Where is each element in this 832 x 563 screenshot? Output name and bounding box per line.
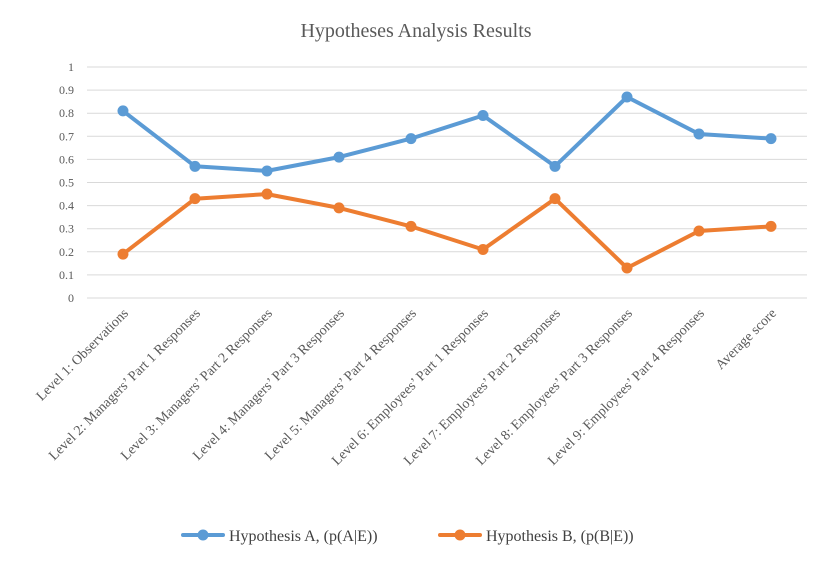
- x-tick-label: Level 6: Employees’ Part 1 Responses: [329, 306, 491, 468]
- data-point-hypothesis-a: [117, 105, 129, 117]
- y-tick-label: 0.5: [59, 176, 74, 190]
- series-group: [117, 91, 777, 274]
- data-point-hypothesis-a: [621, 91, 633, 103]
- data-point-hypothesis-a: [333, 151, 345, 163]
- data-point-hypothesis-a: [189, 160, 201, 172]
- legend-label-hypothesis-a: Hypothesis A, (p(A|E)): [229, 528, 378, 545]
- x-tick-label: Level 2: Managers’ Part 1 Responses: [46, 306, 204, 464]
- data-point-hypothesis-b: [621, 262, 633, 274]
- data-point-hypothesis-b: [405, 220, 417, 232]
- y-tick-label: 0.6: [59, 152, 74, 166]
- y-tick-label: 0.7: [59, 129, 74, 143]
- legend: Hypothesis A, (p(A|E)) Hypothesis B, (p(B…: [181, 528, 634, 545]
- y-tick-label: 0.4: [59, 199, 74, 213]
- data-point-hypothesis-a: [477, 110, 489, 122]
- data-point-hypothesis-a: [765, 133, 777, 145]
- series-line-hypothesis-b: [121, 192, 773, 270]
- data-point-hypothesis-b: [693, 225, 705, 237]
- data-point-hypothesis-a: [549, 160, 561, 172]
- x-tick-label: Level 5: Managers’ Part 4 Responses: [262, 306, 420, 464]
- data-point-hypothesis-b: [261, 188, 273, 200]
- x-tick-label: Average score: [713, 306, 780, 373]
- data-point-hypothesis-a: [693, 128, 705, 140]
- y-tick-label: 1: [68, 60, 74, 74]
- legend-marker-hypothesis-a: [197, 529, 209, 541]
- data-point-hypothesis-b: [189, 193, 201, 205]
- data-point-hypothesis-b: [333, 202, 345, 214]
- y-tick-label: 0.3: [59, 222, 74, 236]
- y-tick-label: 0: [68, 291, 74, 305]
- y-tick-label: 0.9: [59, 83, 74, 97]
- data-point-hypothesis-b: [765, 220, 777, 232]
- data-point-hypothesis-b: [117, 248, 129, 260]
- x-tick-label: Level 8: Employees’ Part 3 Responses: [473, 306, 635, 468]
- data-point-hypothesis-b: [549, 193, 561, 205]
- data-point-hypothesis-a: [261, 165, 273, 177]
- y-tick-label: 0.1: [59, 268, 74, 282]
- y-tick-label: 0.2: [59, 245, 74, 259]
- x-tick-label: Level 3: Managers’ Part 2 Responses: [118, 306, 276, 464]
- y-tick-label: 0.8: [59, 106, 74, 120]
- legend-label-hypothesis-b: Hypothesis B, (p(B|E)): [486, 528, 634, 545]
- data-point-hypothesis-b: [477, 243, 489, 255]
- chart-title: Hypotheses Analysis Results: [300, 20, 531, 42]
- y-axis-ticks: 0 0.1 0.2 0.3 0.4 0.5 0.6 0.7 0.8 0.9 1: [59, 60, 74, 305]
- x-tick-label: Level 4: Managers’ Part 3 Responses: [190, 306, 348, 464]
- x-tick-label: Level 9: Employees’ Part 4 Responses: [545, 306, 707, 468]
- grid-lines: [87, 66, 807, 299]
- x-tick-label: Level 7: Employees’ Part 2 Responses: [401, 306, 563, 468]
- series-line-hypothesis-a: [121, 95, 773, 173]
- legend-marker-hypothesis-b: [454, 529, 466, 541]
- data-point-hypothesis-a: [405, 133, 417, 145]
